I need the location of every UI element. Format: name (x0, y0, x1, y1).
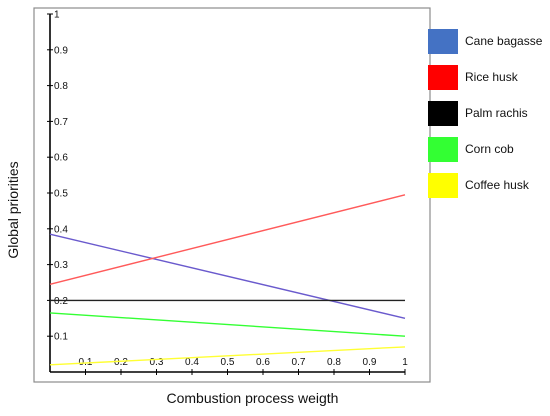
x-tick-label-5: 0.5 (221, 357, 235, 368)
legend-label-palm-rachis: Palm rachis (465, 106, 528, 120)
legend-label-rice-husk: Rice husk (465, 70, 518, 84)
legend-label-corn-cob: Corn cob (465, 142, 514, 156)
y-axis-label: Global priorities (2, 0, 24, 416)
legend-swatch-palm-rachis (428, 101, 458, 126)
legend-item-palm-rachis: Palm rachis (428, 99, 550, 135)
legend-swatch-coffee-husk (428, 173, 458, 198)
x-tick-label-8: 0.8 (327, 357, 341, 368)
x-tick-label-7: 0.7 (292, 357, 306, 368)
x-tick-label-4: 0.4 (185, 357, 199, 368)
y-tick-label-8: 0.8 (54, 81, 68, 92)
x-tick-label-10: 1 (402, 357, 408, 368)
y-tick-label-1: 0.1 (54, 332, 68, 343)
x-tick-label-6: 0.6 (256, 357, 270, 368)
x-tick-label-2: 0.2 (114, 357, 128, 368)
series-line-cane-bagasse (49, 233, 406, 319)
y-tick-label-2: 0.2 (54, 296, 68, 307)
y-tick-label-6: 0.6 (54, 153, 68, 164)
series-line-corn-cob (49, 312, 406, 337)
legend-swatch-cane-bagasse (428, 29, 458, 54)
x-tick-label-9: 0.9 (363, 357, 377, 368)
series-line-rice-husk (49, 194, 406, 285)
legend-swatch-corn-cob (428, 137, 458, 162)
y-tick-label-5: 0.5 (54, 189, 68, 200)
y-axis-label-text: Global priorities (5, 161, 21, 259)
y-tick-label-4: 0.4 (54, 224, 68, 235)
y-tick-label-10: 1 (54, 10, 60, 21)
legend-swatch-rice-husk (428, 65, 458, 90)
legend-item-corn-cob: Corn cob (428, 135, 550, 171)
y-tick-label-3: 0.3 (54, 260, 68, 271)
legend-item-cane-bagasse: Cane bagasse (428, 27, 550, 63)
x-tick-label-3: 0.3 (150, 357, 164, 368)
y-tick-label-9: 0.9 (54, 45, 68, 56)
legend: Cane bagasse Rice husk Palm rachis Corn cob… (428, 27, 550, 207)
legend-item-rice-husk: Rice husk (428, 63, 550, 99)
legend-item-coffee-husk: Coffee husk (428, 171, 550, 207)
x-axis-label: Combustion process weigth (166, 390, 339, 406)
legend-label-cane-bagasse: Cane bagasse (465, 34, 543, 48)
y-tick-label-7: 0.7 (54, 117, 68, 128)
legend-label-coffee-husk: Coffee husk (465, 178, 529, 192)
series-line-coffee-husk (49, 346, 406, 366)
plot-frame (33, 7, 431, 383)
